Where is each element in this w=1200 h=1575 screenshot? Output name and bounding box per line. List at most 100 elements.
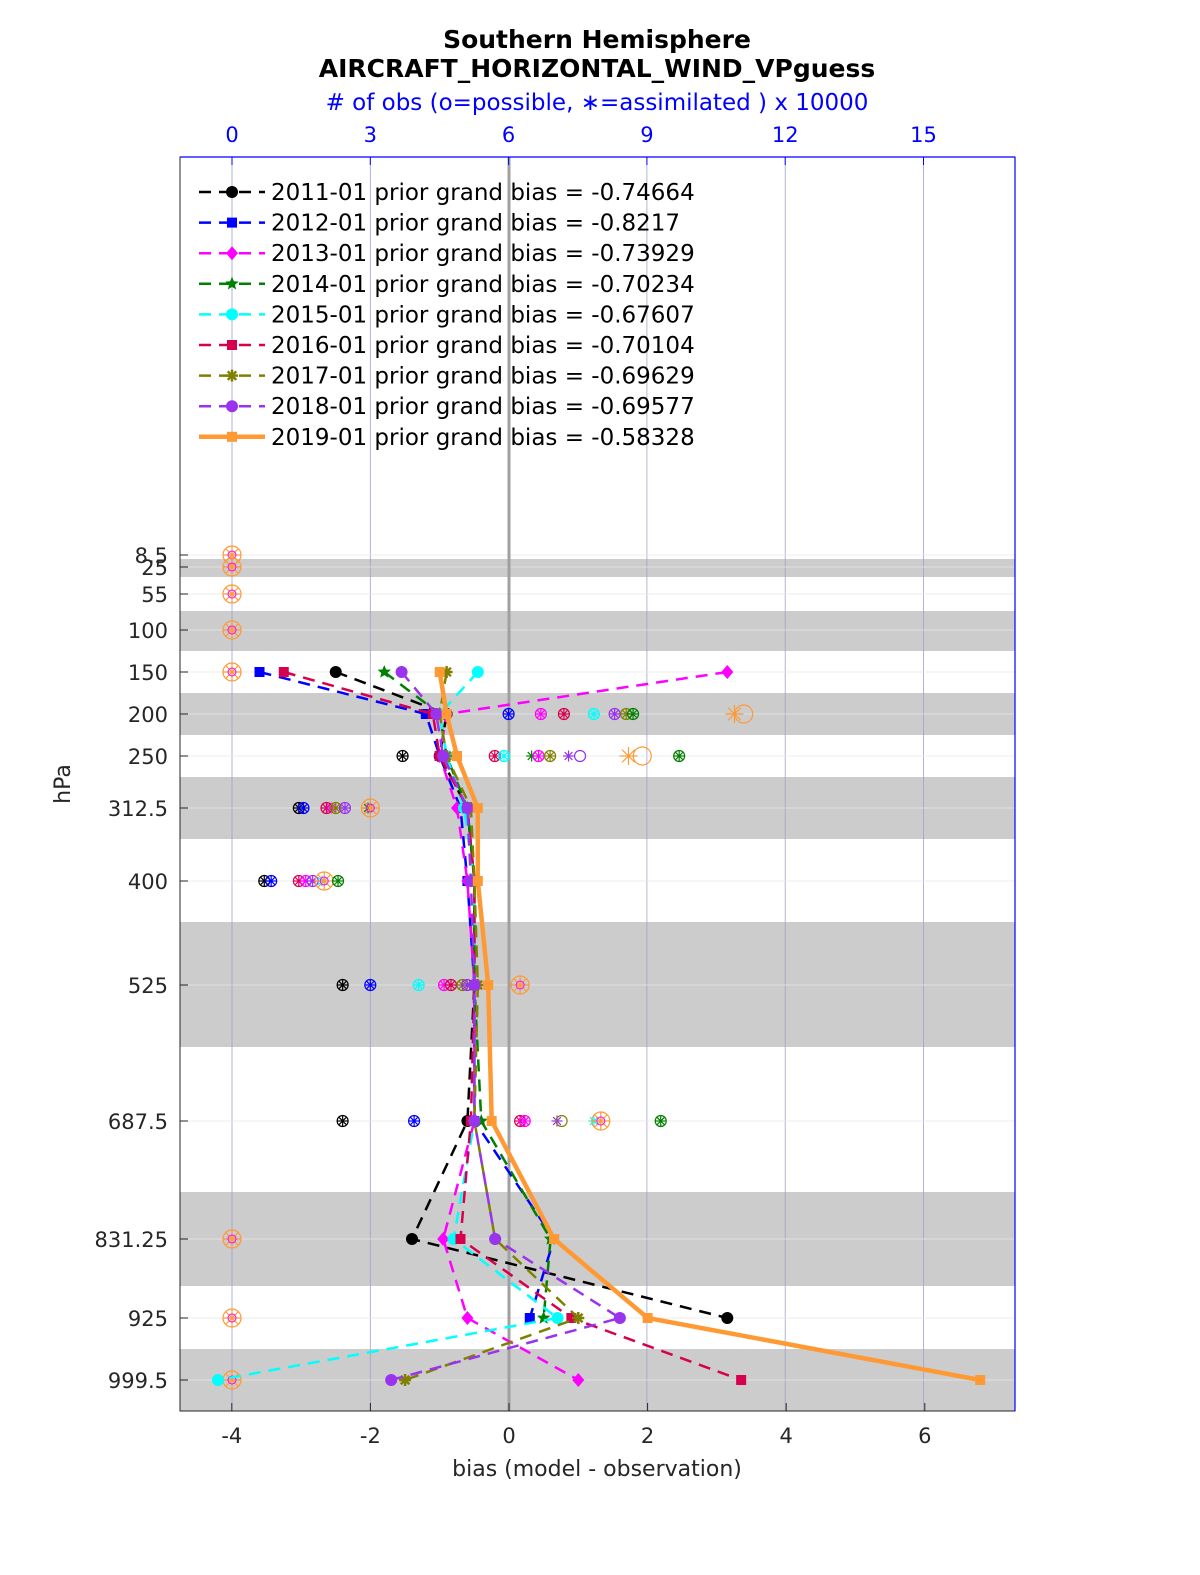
pressure-tick-label: 25: [141, 556, 168, 580]
y-axis-label: hPa: [51, 764, 76, 804]
top-axis-label: # of obs (o=possible, ∗=assimilated ) x …: [326, 90, 869, 116]
series-line: [404, 671, 581, 1382]
possible-obs-marker-inner: [319, 876, 329, 886]
obs-star-stroke: [628, 709, 638, 719]
obs-star-stroke: [504, 709, 513, 719]
marker-stroke: [399, 1374, 411, 1386]
obs-star-stroke: [545, 751, 555, 761]
assimilated-obs-marker: [503, 708, 515, 720]
obs-star-stroke: [225, 587, 239, 601]
diamond-marker: [461, 1311, 474, 1325]
top-tick-label: 0: [225, 123, 238, 147]
assimilated-obs-marker: [563, 750, 575, 762]
possible-obs-marker-inner: [227, 1234, 237, 1244]
pressure-tick-label: 925: [128, 1307, 168, 1331]
legend-label: 2019-01 prior grand bias = -0.58328: [271, 425, 695, 451]
circle-marker: [405, 1233, 418, 1245]
series-line: [283, 670, 742, 1382]
square-marker: [420, 709, 431, 719]
assimilated-obs-marker: [627, 708, 639, 720]
possible-obs-marker: [573, 749, 587, 763]
top-tick-label: 9: [640, 123, 653, 147]
legend-label: 2011-01 prior grand bias = -0.74664: [271, 180, 695, 206]
bias-tick-label: 4: [780, 1424, 793, 1448]
legend-label: 2012-01 prior grand bias = -0.8217: [271, 211, 680, 237]
square-marker: [566, 1313, 577, 1323]
legend-label: 2018-01 prior grand bias = -0.69577: [271, 394, 695, 420]
x-axis-label: bias (model - observation): [452, 1457, 742, 1482]
obs-star-stroke: [499, 751, 509, 761]
circle-marker: [471, 666, 484, 678]
marker-dot: [613, 1312, 626, 1324]
assimilated-obs-marker: [223, 1309, 241, 1327]
obs-star-stroke: [656, 1116, 666, 1126]
legend-entry: 2013-01 prior grand bias = -0.73929: [199, 241, 695, 267]
obs-star-stroke: [338, 1116, 347, 1126]
obs-star-stroke: [331, 803, 341, 813]
assimilated-obs-marker: [558, 708, 570, 720]
obs-star-stroke: [552, 1116, 562, 1126]
obs-star-stroke: [564, 751, 573, 761]
assimilated-obs-marker: [332, 875, 344, 887]
square-marker: [486, 1116, 497, 1126]
marker-square: [549, 1234, 560, 1244]
legend-label: 2017-01 prior grand bias = -0.69629: [271, 364, 695, 390]
obs-star-stroke: [225, 560, 239, 574]
assimilated-obs-marker: [673, 750, 685, 762]
marker-dot: [385, 1374, 398, 1386]
pressure-tick-label: 250: [128, 745, 168, 769]
assimilated-obs-marker: [519, 1115, 531, 1127]
bias-tick-label: 2: [641, 1424, 654, 1448]
possible-obs-marker: [555, 1114, 568, 1128]
bias-tick-label: 0: [502, 1424, 515, 1448]
possible-obs-marker: [734, 704, 754, 724]
square-marker: [278, 667, 289, 677]
marker-dot: [329, 666, 342, 678]
pressure-tick-label: 999.5: [108, 1369, 168, 1393]
circle-marker: [613, 1312, 626, 1324]
obs-star-stroke: [559, 709, 569, 719]
circle-marker: [721, 1312, 734, 1324]
circle-marker: [430, 708, 443, 720]
series-2018-01: [385, 666, 626, 1386]
square-marker: [524, 1313, 535, 1323]
possible-obs-marker-inner: [227, 1375, 237, 1385]
assimilated-obs-marker: [655, 1115, 667, 1127]
circle-marker: [461, 802, 474, 814]
marker-diamond: [437, 1232, 450, 1246]
marker-square: [278, 667, 289, 677]
obs-star-stroke: [520, 1116, 530, 1126]
pressure-tick-label: 55: [141, 583, 168, 607]
possible-obs-marker-inner: [227, 589, 237, 599]
marker-dot: [226, 308, 238, 321]
assimilated-obs-marker: [223, 621, 241, 639]
assimilated-obs-marker: [297, 802, 309, 814]
marker-square: [524, 1313, 535, 1323]
star-marker: [537, 1311, 551, 1324]
possible-obs-marker: [632, 746, 652, 766]
obs-star-stroke: [363, 801, 378, 815]
series-line: [437, 671, 981, 1383]
assimilated-obs-marker: [364, 979, 376, 991]
top-tick-label: 6: [502, 123, 515, 147]
marker-square: [472, 803, 483, 813]
star-marker: [377, 665, 391, 678]
marker-square: [642, 1313, 653, 1323]
bias-tick-label: -4: [221, 1424, 242, 1448]
pressure-tick-label: 100: [128, 619, 168, 643]
assimilated-obs-marker: [223, 1371, 241, 1389]
marker-square: [227, 340, 237, 350]
square-marker: [227, 217, 237, 228]
star-marker: [225, 276, 239, 290]
marker-star: [474, 1114, 488, 1127]
square-marker: [441, 709, 452, 719]
obs-star-stroke: [621, 749, 636, 763]
marker-square: [452, 751, 463, 761]
grid-lines: [180, 157, 1015, 1411]
assimilated-obs-marker: [511, 976, 530, 994]
legend-entry: 2014-01 prior grand bias = -0.70234: [199, 272, 695, 298]
bias-tick-label: 6: [918, 1424, 931, 1448]
series-line: [335, 670, 728, 1320]
marker-dot: [211, 1374, 224, 1386]
obs-star-stroke: [536, 709, 546, 719]
